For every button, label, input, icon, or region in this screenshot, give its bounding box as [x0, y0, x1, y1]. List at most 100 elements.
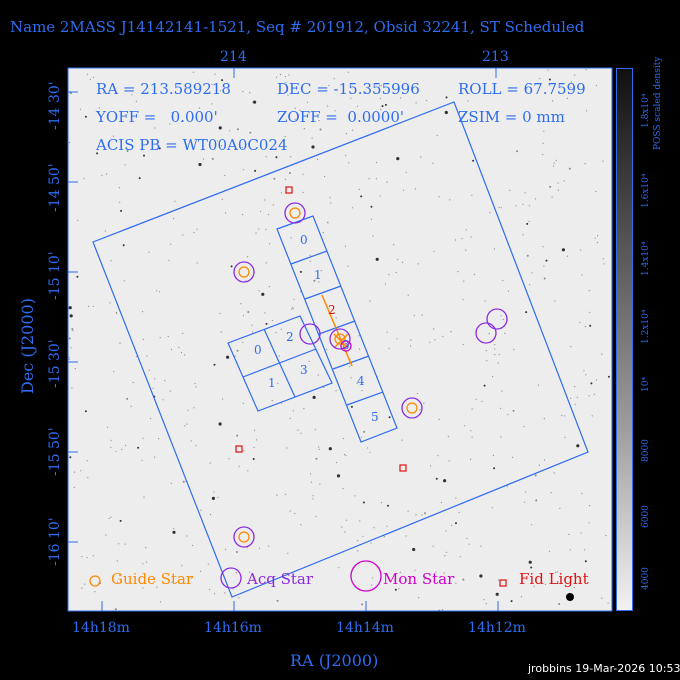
background-star	[311, 137, 313, 139]
info-zoff: ZOFF = 0.0000'	[277, 108, 405, 126]
background-star	[69, 92, 72, 95]
background-star	[526, 222, 529, 225]
background-star	[236, 434, 239, 437]
background-star	[550, 492, 552, 494]
background-star	[548, 78, 551, 81]
background-star	[596, 241, 599, 244]
background-star	[467, 100, 469, 102]
background-star	[190, 577, 192, 579]
background-star	[225, 548, 227, 551]
background-star	[602, 258, 605, 260]
background-star	[318, 448, 320, 450]
background-star	[441, 609, 444, 611]
background-star	[363, 430, 366, 433]
background-star	[156, 586, 158, 588]
background-star	[416, 392, 418, 395]
background-star	[170, 482, 172, 484]
chip-label-s0: 0	[300, 233, 308, 247]
background-star	[70, 347, 72, 349]
background-star	[247, 311, 250, 313]
background-star	[607, 602, 609, 604]
background-star	[142, 311, 144, 313]
background-star	[507, 290, 509, 292]
background-star	[372, 577, 374, 579]
background-star	[209, 588, 211, 591]
background-star	[500, 315, 502, 317]
background-star	[317, 374, 319, 376]
background-star	[243, 450, 245, 452]
background-star	[148, 369, 150, 371]
background-star	[84, 410, 87, 413]
background-star	[570, 346, 572, 348]
background-star	[171, 112, 173, 114]
background-star	[594, 237, 596, 239]
background-star	[509, 189, 511, 191]
background-star	[580, 532, 582, 534]
background-star	[379, 85, 381, 87]
background-star	[534, 474, 537, 477]
background-star	[458, 511, 460, 513]
background-star	[551, 100, 554, 102]
background-star	[543, 277, 546, 280]
background-star	[399, 571, 401, 574]
background-star	[344, 454, 346, 456]
background-star	[329, 197, 331, 199]
background-star	[113, 371, 115, 373]
background-star	[563, 180, 565, 182]
background-star	[92, 76, 94, 79]
background-star	[236, 349, 239, 352]
background-star	[156, 290, 158, 292]
pointing-line	[321, 294, 353, 367]
background-star	[394, 588, 397, 591]
background-star	[242, 213, 244, 216]
background-star	[218, 422, 222, 426]
background-star	[369, 451, 371, 453]
background-star	[415, 514, 417, 516]
background-star	[360, 436, 362, 438]
background-star	[454, 239, 456, 241]
acq-stars	[233, 202, 508, 548]
background-star	[110, 439, 112, 441]
background-star	[362, 535, 364, 537]
background-star	[258, 228, 260, 230]
background-star	[573, 586, 575, 589]
background-star	[507, 414, 509, 416]
background-star	[420, 156, 422, 158]
background-star	[515, 205, 517, 207]
background-star	[426, 99, 428, 102]
background-star	[370, 205, 373, 208]
background-star	[210, 513, 212, 516]
background-star	[318, 446, 320, 448]
background-star	[94, 591, 96, 593]
background-star	[493, 467, 496, 470]
background-star	[361, 389, 363, 392]
background-star	[291, 308, 293, 310]
background-star	[342, 488, 344, 490]
background-star	[333, 78, 335, 80]
x-axis-label: RA (J2000)	[290, 651, 379, 670]
background-star	[440, 501, 442, 504]
background-star	[469, 458, 472, 460]
background-star	[203, 158, 205, 160]
background-star	[370, 218, 373, 220]
background-star	[588, 395, 590, 397]
background-star	[122, 244, 125, 247]
background-star	[121, 448, 123, 450]
background-star	[409, 345, 412, 347]
background-star	[242, 169, 244, 171]
background-star	[443, 572, 445, 574]
background-star	[373, 527, 375, 529]
background-star	[448, 460, 450, 462]
background-star	[345, 454, 347, 456]
background-star	[309, 254, 311, 256]
background-star	[68, 141, 70, 144]
bright-star	[566, 593, 574, 601]
background-star	[367, 447, 369, 449]
background-star	[124, 543, 126, 545]
background-star	[218, 126, 222, 130]
background-star	[170, 243, 172, 245]
background-star	[384, 103, 387, 106]
background-star	[108, 517, 110, 520]
background-star	[494, 354, 496, 356]
background-star	[417, 263, 419, 265]
